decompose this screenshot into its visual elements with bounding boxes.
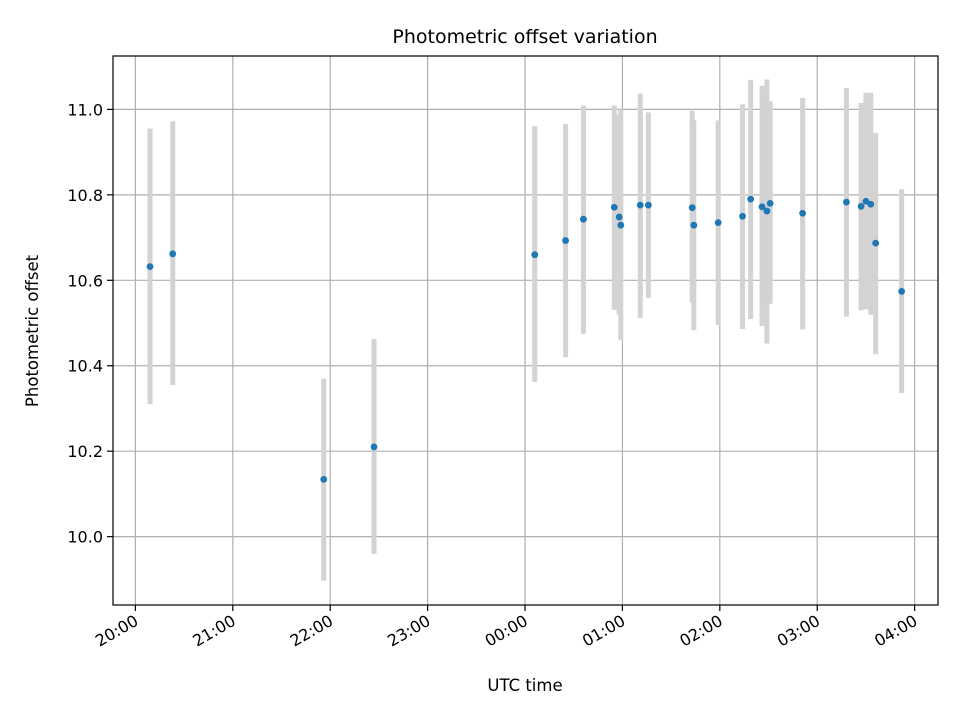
data-point	[636, 201, 644, 209]
data-point	[615, 213, 623, 221]
data-point	[580, 215, 587, 223]
data-point	[872, 239, 880, 247]
data-point	[862, 197, 870, 205]
x-axis-label: UTC time	[487, 676, 562, 695]
data-point	[857, 202, 865, 210]
data-point	[690, 221, 698, 229]
y-tick-label: 11.0	[67, 100, 103, 119]
data-point	[169, 250, 177, 258]
y-tick-label: 10.0	[67, 528, 103, 547]
data-point	[898, 288, 906, 295]
data-point	[688, 204, 696, 212]
y-tick-label: 10.2	[67, 442, 103, 461]
y-tick-label: 10.4	[67, 357, 103, 376]
y-tick-label: 10.6	[67, 271, 103, 290]
data-point	[867, 200, 875, 208]
data-point	[617, 221, 625, 229]
data-point	[799, 209, 807, 217]
data-point	[843, 198, 850, 206]
data-point	[610, 203, 618, 211]
y-tick-label: 10.8	[67, 186, 103, 205]
data-point	[531, 251, 539, 259]
data-point	[146, 263, 154, 271]
data-point	[562, 237, 569, 244]
data-point	[320, 475, 328, 483]
data-point	[758, 203, 766, 211]
data-point	[747, 195, 755, 203]
data-point	[714, 219, 722, 227]
y-axis-ticks: 10.0 10.2 10.4 10.6 10.8 11.0	[67, 100, 113, 547]
data-point	[370, 443, 378, 451]
data-point	[739, 212, 746, 220]
data-point	[763, 207, 771, 215]
data-point	[766, 199, 774, 207]
data-markers	[146, 195, 906, 483]
chart-title: Photometric offset variation	[392, 26, 657, 48]
y-axis-label: Photometric offset	[23, 254, 42, 407]
data-point	[644, 201, 652, 209]
